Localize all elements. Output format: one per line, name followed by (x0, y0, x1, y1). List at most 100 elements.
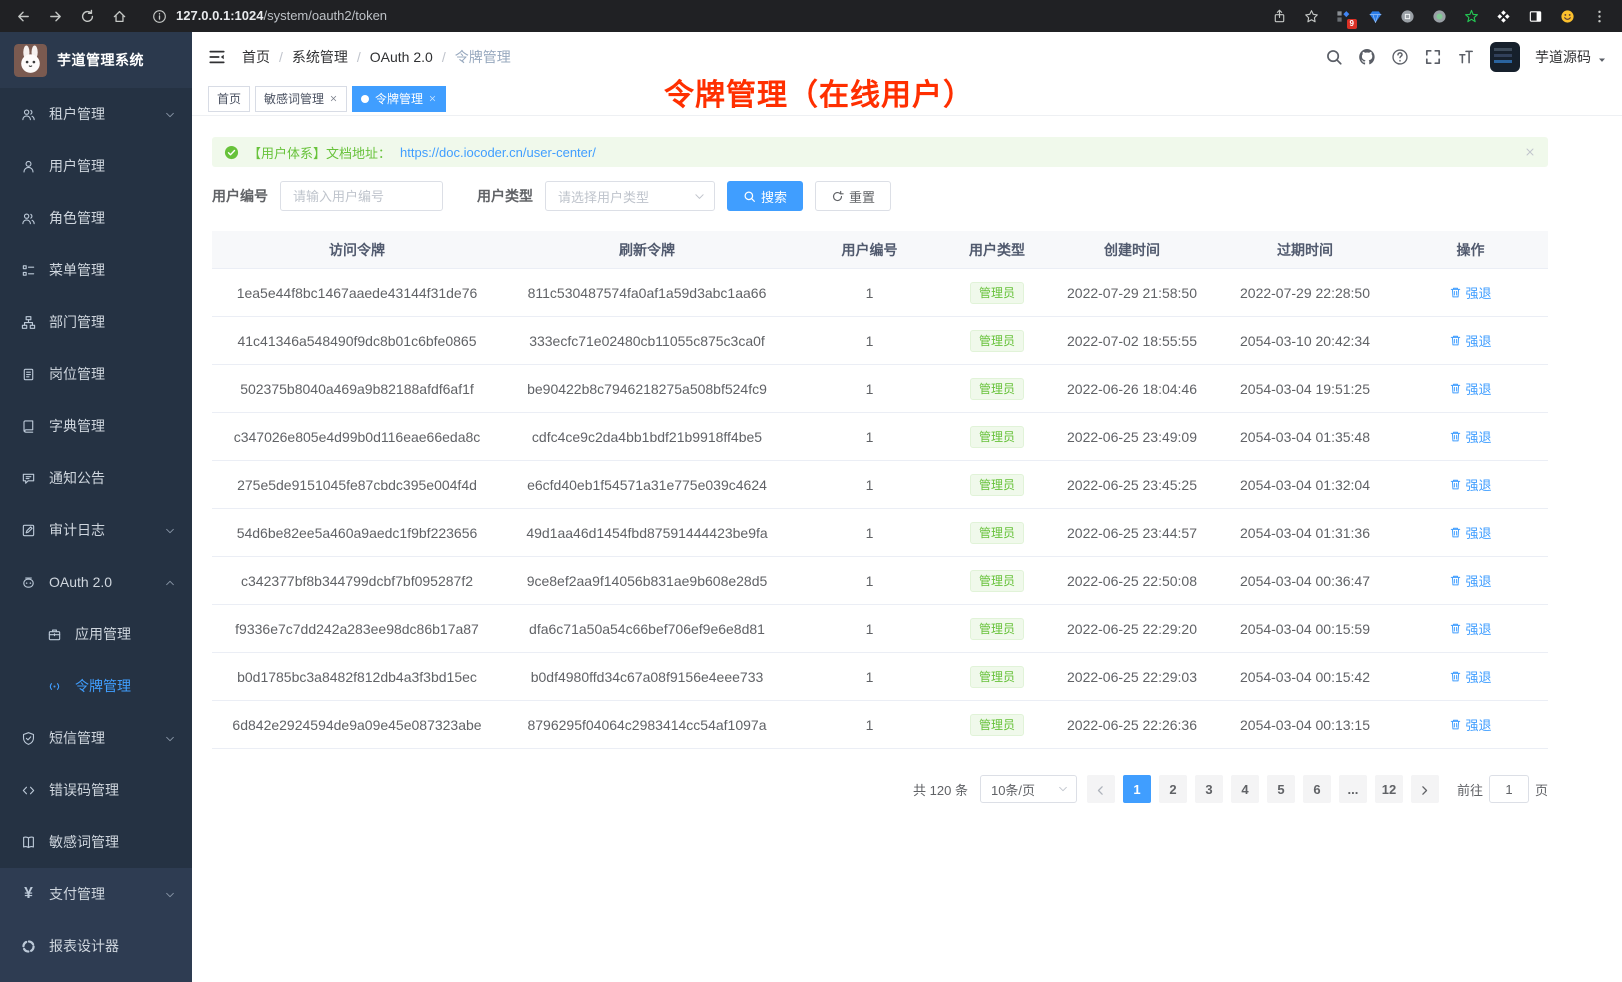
user-type-select[interactable]: 请选择用户类型 (545, 181, 715, 211)
force-logout-button[interactable]: 强退 (1449, 667, 1492, 686)
sidebar-item[interactable]: 应用管理 (0, 608, 192, 660)
alert-doc-link[interactable]: https://doc.iocoder.cn/user-center/ (400, 144, 596, 160)
column-header: 访问令牌 (329, 241, 385, 258)
side-panel-icon[interactable] (1526, 7, 1544, 25)
browser-reload-icon[interactable] (78, 7, 96, 25)
font-size-icon[interactable] (1457, 48, 1475, 66)
page-number-button[interactable]: 6 (1302, 775, 1331, 803)
sidebar-item[interactable]: 角色管理 (0, 192, 192, 244)
close-icon[interactable] (428, 94, 437, 103)
close-icon[interactable] (329, 94, 338, 103)
user-dropdown[interactable]: 芋道源码 (1535, 47, 1608, 67)
page-number-button[interactable]: ... (1338, 775, 1367, 803)
prev-page-button[interactable] (1086, 775, 1115, 803)
sidebar-item[interactable]: 菜单管理 (0, 244, 192, 296)
address-bar[interactable]: 127.0.0.1:1024/system/oauth2/token (142, 7, 1256, 25)
sidebar-item-label: 字典管理 (49, 418, 105, 434)
user-id-input[interactable] (280, 181, 443, 211)
force-logout-button[interactable]: 强退 (1449, 571, 1492, 590)
refresh-token-cell: b0df4980ffd34c67a08f9156e4eee733 (530, 668, 764, 685)
collapse-sidebar-icon[interactable] (208, 48, 226, 66)
gem-extension-icon[interactable] (1366, 7, 1384, 25)
sidebar-item[interactable]: 错误码管理 (0, 764, 192, 816)
sidebar-item[interactable]: 短信管理 (0, 712, 192, 764)
expires-cell: 2054-03-10 20:42:34 (1240, 332, 1370, 349)
browser-home-icon[interactable] (110, 7, 128, 25)
app-icon (46, 627, 63, 642)
sidebar-item[interactable]: ¥ 支付管理 (0, 868, 192, 920)
page-number-button[interactable]: 4 (1230, 775, 1259, 803)
bookmark-star-icon[interactable] (1302, 7, 1320, 25)
page-size-select[interactable]: 10条/页 (979, 775, 1077, 803)
sidebar-item[interactable]: 通知公告 (0, 452, 192, 504)
search-icon[interactable] (1325, 48, 1343, 66)
doc-alert: 【用户体系】文档地址： https://doc.iocoder.cn/user-… (212, 137, 1548, 167)
share-icon[interactable] (1270, 7, 1288, 25)
page-number-button[interactable]: 3 (1194, 775, 1223, 803)
force-logout-button[interactable]: 强退 (1449, 715, 1492, 734)
user-avatar[interactable] (1490, 42, 1520, 72)
tag-view-tab[interactable]: 令牌管理 (352, 85, 447, 112)
breadcrumb-item[interactable]: 首页 (242, 49, 270, 65)
tag-view-tab[interactable]: 敏感词管理 (255, 85, 348, 112)
sidebar-item[interactable]: 审计日志 (0, 504, 192, 556)
force-logout-button[interactable]: 强退 (1449, 619, 1492, 638)
browser-menu-icon[interactable] (1590, 7, 1608, 25)
sidebar-item[interactable]: OAuth 2.0 (0, 556, 192, 608)
refresh-token-cell: 8796295f04064c2983414cc54af1097a (527, 716, 767, 733)
extensions-puzzle-icon[interactable] (1494, 7, 1512, 25)
chevron-left-icon (1094, 781, 1107, 796)
extension-icon[interactable]: 9 (1334, 7, 1357, 29)
site-info-icon[interactable] (150, 7, 168, 25)
force-logout-button[interactable]: 强退 (1449, 475, 1492, 494)
browser-forward-icon[interactable] (46, 7, 64, 25)
sidebar-item-label: 租户管理 (49, 106, 105, 122)
breadcrumb-item[interactable]: 系统管理 (270, 47, 348, 67)
sidebar-item[interactable]: 字典管理 (0, 400, 192, 452)
table-header: 访问令牌 刷新令牌 用户编号 用户类型 创建时间 过期时间 操作 (212, 231, 1548, 269)
search-button[interactable]: 搜索 (727, 181, 804, 211)
page-number-button[interactable]: 2 (1158, 775, 1187, 803)
page-number-button[interactable]: 12 (1374, 775, 1403, 803)
next-page-button[interactable] (1410, 775, 1439, 803)
force-logout-button[interactable]: 强退 (1449, 379, 1492, 398)
close-icon[interactable] (1524, 146, 1536, 158)
table-row: b0d1785bc3a8482f812db4a3f3bd15ec b0df498… (212, 653, 1548, 701)
sensitive-icon (20, 835, 37, 850)
tag-view-tab[interactable]: 首页 (208, 85, 251, 112)
app-logo-bar[interactable]: 芋道管理系统 (0, 32, 192, 88)
sidebar-item[interactable]: 令牌管理 (0, 660, 192, 712)
page-number-button[interactable]: 5 (1266, 775, 1295, 803)
sidebar-item-label: OAuth 2.0 (49, 574, 113, 590)
sidebar-item[interactable]: 敏感词管理 (0, 816, 192, 868)
star-extension-icon[interactable] (1462, 7, 1480, 25)
breadcrumb-item[interactable]: 令牌管理 (433, 47, 511, 67)
audit-icon (20, 523, 37, 538)
page-number-button[interactable]: 1 (1122, 775, 1151, 803)
browser-back-icon[interactable] (14, 7, 32, 25)
column-header: 用户类型 (969, 241, 1025, 258)
tab-label: 首页 (217, 92, 242, 106)
fullscreen-icon[interactable] (1424, 48, 1442, 66)
sidebar-item[interactable]: 租户管理 (0, 88, 192, 140)
sidebar-item[interactable]: 报表设计器 (0, 920, 192, 972)
expires-cell: 2054-03-04 00:15:59 (1240, 620, 1370, 637)
user-type-tag: 管理员 (969, 617, 1024, 640)
force-logout-button[interactable]: 强退 (1449, 427, 1492, 446)
reset-button[interactable]: 重置 (815, 181, 892, 211)
goto-page-input[interactable] (1488, 775, 1529, 803)
profile-avatar-icon[interactable] (1558, 7, 1576, 25)
access-token-cell: c347026e805e4d99b0d116eae66eda8c (233, 428, 481, 445)
help-icon[interactable] (1391, 48, 1409, 66)
sidebar-item[interactable]: 用户管理 (0, 140, 192, 192)
sidebar-item[interactable]: 岗位管理 (0, 348, 192, 400)
force-logout-button[interactable]: 强退 (1449, 523, 1492, 542)
user-type-cell: 管理员 (947, 521, 1047, 544)
force-logout-button[interactable]: 强退 (1449, 283, 1492, 302)
breadcrumb-item[interactable]: OAuth 2.0 (348, 49, 433, 65)
command-extension-icon[interactable] (1398, 7, 1416, 25)
github-icon[interactable] (1358, 48, 1376, 66)
record-extension-icon[interactable] (1430, 7, 1448, 25)
force-logout-button[interactable]: 强退 (1449, 331, 1492, 350)
sidebar-item[interactable]: 部门管理 (0, 296, 192, 348)
